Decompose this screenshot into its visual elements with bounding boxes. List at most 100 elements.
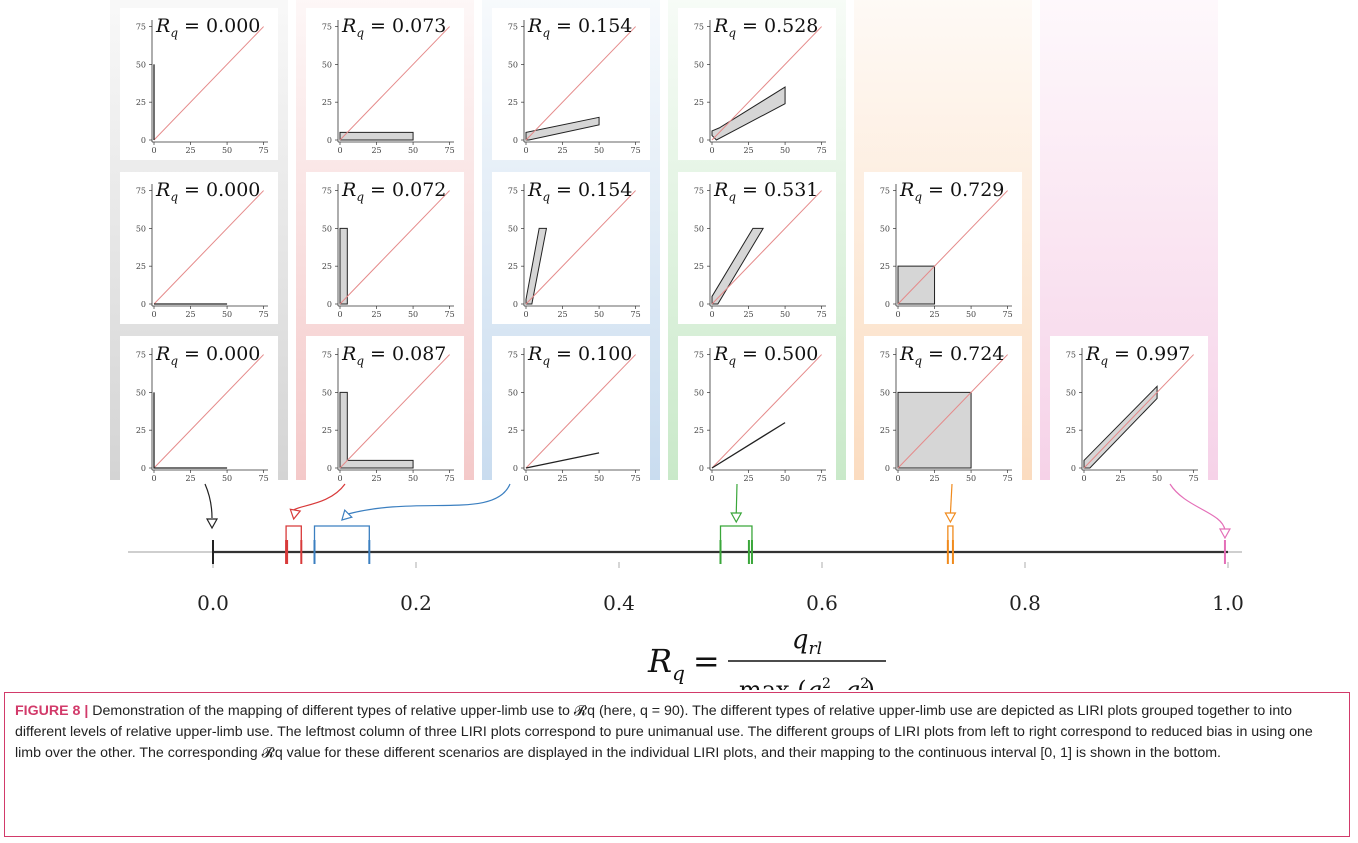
identity-line <box>711 190 822 305</box>
x-tick-label: 75 <box>817 310 827 319</box>
x-tick-label: 50 <box>408 146 418 155</box>
x-tick-label: 0 <box>337 310 342 319</box>
y-tick-label: 50 <box>322 388 332 397</box>
identity-line <box>525 26 636 141</box>
y-tick-label: 25 <box>322 262 332 271</box>
arrow-head <box>289 508 302 521</box>
y-tick-label: 75 <box>694 23 704 32</box>
x-tick-label: 25 <box>371 474 381 483</box>
arrow-head <box>730 512 743 524</box>
x-tick-label: 50 <box>222 474 232 483</box>
rq-label: Rq = 0.087 <box>341 343 446 368</box>
x-tick-label: 0 <box>337 146 342 155</box>
y-tick-label: 50 <box>880 224 890 233</box>
liri-line <box>525 452 600 469</box>
x-tick-label: 0 <box>523 146 528 155</box>
liri-plot: 00 25 25 50 50 75 75 Rq = 0.997 <box>1050 336 1208 488</box>
y-tick-label: 50 <box>322 60 332 69</box>
x-tick-label: 50 <box>408 310 418 319</box>
liri-plot: 00 25 25 50 50 75 75 Rq = 0.000 <box>120 8 278 160</box>
y-tick-label: 0 <box>513 300 518 309</box>
y-tick-label: 25 <box>694 98 704 107</box>
x-tick-label: 50 <box>780 146 790 155</box>
liri-plot: 00 25 25 50 50 75 75 Rq = 0.154 <box>492 172 650 324</box>
rq-label: Rq = 0.724 <box>899 343 1004 368</box>
y-tick-label: 0 <box>141 136 146 145</box>
connector-red <box>293 483 346 511</box>
x-tick-label: 75 <box>445 310 455 319</box>
group-bracket <box>719 525 753 540</box>
y-tick-label: 0 <box>885 464 890 473</box>
x-tick-label: 75 <box>1003 310 1013 319</box>
liri-region <box>339 227 348 305</box>
x-tick-label: 25 <box>1115 474 1125 483</box>
liri-plot: 00 25 25 50 50 75 75 Rq = 0.531 <box>678 172 836 324</box>
identity-line <box>339 190 450 305</box>
x-tick-label: 50 <box>780 310 790 319</box>
y-tick-label: 75 <box>322 351 332 360</box>
liri-plot: 00 25 25 50 50 75 75 Rq = 0.528 <box>678 8 836 160</box>
x-tick-label: 0 <box>1081 474 1086 483</box>
identity-line <box>525 190 636 305</box>
x-tick-label: 0 <box>895 310 900 319</box>
y-tick-label: 50 <box>694 388 704 397</box>
formula-numerator: qrl <box>792 625 822 659</box>
rq-formula: Rq= qrl max (q2r, q2l) <box>647 625 886 690</box>
x-tick-label: 75 <box>1003 474 1013 483</box>
x-tick-label: 50 <box>966 474 976 483</box>
y-tick-label: 50 <box>508 224 518 233</box>
plot-background <box>306 172 464 324</box>
arrow-head <box>205 518 219 530</box>
connector-pink <box>1169 483 1226 531</box>
number-line-tick-label: 0.8 <box>1009 591 1041 615</box>
y-tick-label: 0 <box>699 464 704 473</box>
y-tick-label: 50 <box>508 60 518 69</box>
rq-label: Rq = 0.000 <box>155 15 260 40</box>
plot-background <box>678 172 836 324</box>
y-tick-label: 50 <box>694 224 704 233</box>
x-tick-label: 50 <box>966 310 976 319</box>
connector-gray <box>204 483 213 519</box>
liri-plot: 00 25 25 50 50 75 75 Rq = 0.000 <box>120 336 278 488</box>
y-tick-label: 50 <box>136 60 146 69</box>
y-tick-label: 75 <box>322 187 332 196</box>
x-tick-label: 0 <box>151 146 156 155</box>
y-tick-label: 25 <box>1066 426 1076 435</box>
x-tick-label: 25 <box>929 474 939 483</box>
y-tick-label: 75 <box>508 187 518 196</box>
x-tick-label: 25 <box>371 146 381 155</box>
x-tick-label: 75 <box>817 146 827 155</box>
rq-label: Rq = 0.154 <box>527 179 632 204</box>
y-tick-label: 0 <box>513 136 518 145</box>
y-tick-label: 25 <box>136 98 146 107</box>
rq-label: Rq = 0.729 <box>899 179 1004 204</box>
liri-plot: 00 25 25 50 50 75 75 Rq = 0.500 <box>678 336 836 488</box>
rq-label: Rq = 0.072 <box>341 179 446 204</box>
x-tick-label: 75 <box>631 310 641 319</box>
x-tick-label: 50 <box>222 310 232 319</box>
x-tick-label: 0 <box>151 474 156 483</box>
connector-blue <box>347 483 511 515</box>
y-tick-label: 50 <box>136 224 146 233</box>
x-tick-label: 0 <box>523 310 528 319</box>
x-tick-label: 25 <box>185 310 195 319</box>
y-tick-label: 0 <box>327 136 332 145</box>
x-tick-label: 75 <box>631 146 641 155</box>
plot-background <box>120 336 278 488</box>
x-tick-label: 50 <box>408 474 418 483</box>
y-tick-label: 75 <box>136 351 146 360</box>
number-line-tick-label: 0.0 <box>197 591 229 615</box>
identity-line <box>339 354 450 469</box>
liri-region <box>525 116 600 141</box>
x-tick-label: 75 <box>1189 474 1199 483</box>
rq-label: Rq = 0.500 <box>713 343 818 368</box>
y-tick-label: 0 <box>1071 464 1076 473</box>
identity-line <box>153 26 264 141</box>
y-tick-label: 75 <box>880 351 890 360</box>
group-bracket <box>947 525 954 540</box>
liri-region <box>525 227 548 305</box>
y-tick-label: 25 <box>508 426 518 435</box>
x-tick-label: 75 <box>259 310 269 319</box>
y-tick-label: 50 <box>136 388 146 397</box>
